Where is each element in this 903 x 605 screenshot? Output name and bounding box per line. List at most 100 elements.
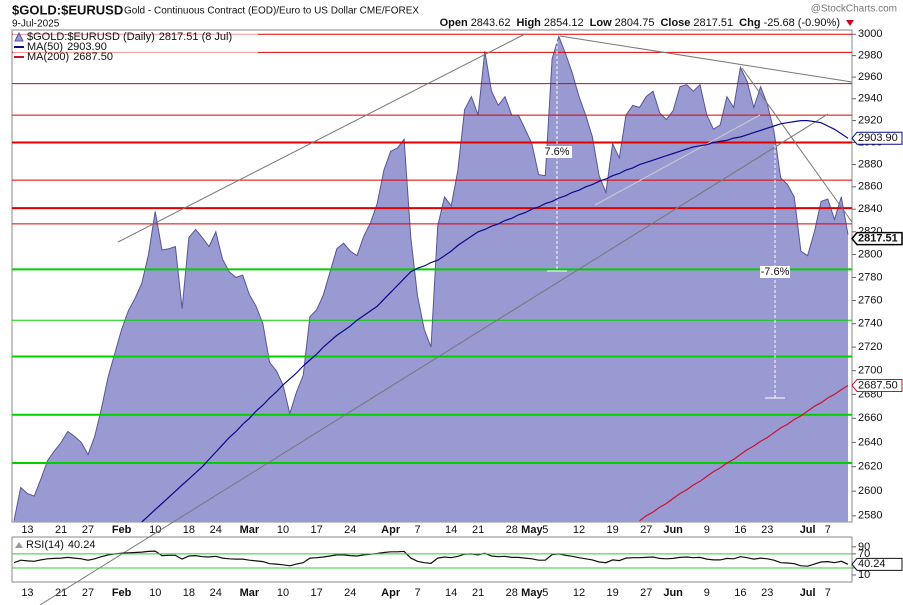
x-tick-label: 14 xyxy=(445,587,457,599)
x-tick-label: 14 xyxy=(445,524,457,536)
legend-value: 2903.90 xyxy=(67,41,107,53)
callout xyxy=(851,378,903,392)
x-tick-label: 7 xyxy=(825,587,831,599)
description: Gold - Continuous Contract (EOD)/Euro to… xyxy=(124,6,419,17)
x-tick-label: Apr xyxy=(381,524,401,536)
y-tick-label: 2660 xyxy=(858,412,882,424)
annotation-bg xyxy=(542,146,572,158)
x-tick-label: 18 xyxy=(183,524,195,536)
x-tick-label: 10 xyxy=(277,524,289,536)
x-tick-label: Feb xyxy=(112,524,132,536)
x-tick-label: 10 xyxy=(277,587,289,599)
x-tick-label: 7 xyxy=(414,587,420,599)
x-tick-label: Jun xyxy=(663,524,683,536)
trend-line xyxy=(117,33,526,243)
y-tick-label: 2860 xyxy=(858,181,882,193)
x-tick-label: May xyxy=(521,524,543,536)
x-tick-label: 10 xyxy=(149,587,161,599)
quote-label: Close xyxy=(660,17,690,29)
legend-box xyxy=(13,31,258,65)
ma-line xyxy=(141,120,849,523)
legend-name: RSI(14) xyxy=(26,539,64,551)
symbol: $GOLD:$EURUSD xyxy=(12,2,123,17)
x-tick-label: Jul xyxy=(800,587,816,599)
y-tick-label: 2880 xyxy=(858,158,882,170)
x-tick-label: 16 xyxy=(734,587,746,599)
legend-swatch xyxy=(14,31,24,42)
y-tick-label: 2580 xyxy=(858,510,882,522)
watermark: @StockCharts.com xyxy=(811,4,897,15)
y-tick-label: 2640 xyxy=(858,436,882,448)
callout-label: 2903.90 xyxy=(858,132,898,144)
x-tick-label: Apr xyxy=(381,587,401,599)
x-tick-label: 24 xyxy=(344,587,356,599)
x-tick-label: 27 xyxy=(82,524,94,536)
quote-value: -25.68 (-0.90%) xyxy=(764,17,840,29)
y-tick-label: 2840 xyxy=(858,203,882,215)
x-tick-label: 9 xyxy=(704,524,710,536)
x-tick-label: May xyxy=(521,587,543,599)
x-tick-label: 27 xyxy=(640,524,652,536)
y-tick-label: 2760 xyxy=(858,294,882,306)
legend-value: 2817.51 (8 Jul) xyxy=(159,31,232,43)
x-tick-label: Mar xyxy=(240,587,260,599)
ma-line xyxy=(639,384,849,522)
x-tick-label: 24 xyxy=(344,524,356,536)
callout-label: 40.24 xyxy=(858,558,886,570)
y-tick-label: 2920 xyxy=(858,114,882,126)
legend-name: MA(200) xyxy=(27,51,69,63)
y-tick-label: 2600 xyxy=(858,485,882,497)
y-tick-label: 2740 xyxy=(858,318,882,330)
date: 9-Jul-2025 xyxy=(12,19,60,30)
quote-label: Chg xyxy=(739,17,760,29)
y2-tick-label: 10 xyxy=(858,569,870,581)
legend-entry: $GOLD:$EURUSD (Daily) 2817.51 (8 Jul) xyxy=(27,31,232,43)
callout-label: 2817.51 xyxy=(858,233,898,245)
x-tick-label: 21 xyxy=(472,587,484,599)
x-tick-label: 17 xyxy=(311,587,323,599)
legend-value: 2687.50 xyxy=(73,51,113,63)
legend-name: MA(50) xyxy=(27,41,63,53)
annotation-bg xyxy=(760,266,790,278)
rsi-line xyxy=(13,550,849,567)
x-tick-label: 23 xyxy=(761,587,773,599)
x-tick-label: 9 xyxy=(704,587,710,599)
y-tick-label: 2620 xyxy=(858,461,882,473)
x-tick-label: 12 xyxy=(573,587,585,599)
x-tick-label: 17 xyxy=(311,524,323,536)
x-tick-label: 13 xyxy=(21,524,33,536)
x-tick-label: 19 xyxy=(606,524,618,536)
x-tick-label: 16 xyxy=(734,524,746,536)
y-tick-label: 2940 xyxy=(858,93,882,105)
trend-line xyxy=(39,113,829,605)
price-area xyxy=(14,36,848,523)
x-tick-label: 12 xyxy=(573,524,585,536)
x-tick-label: 13 xyxy=(21,587,33,599)
y2-tick-label: 90 xyxy=(858,541,870,553)
quote-label: High xyxy=(516,17,541,29)
y-tick-label: 2980 xyxy=(858,50,882,62)
quote-value: 2843.62 xyxy=(471,17,511,29)
y-tick-label: 2700 xyxy=(858,365,882,377)
legend-entry: MA(50) 2903.90 xyxy=(27,41,107,53)
y-tick-label: 2720 xyxy=(858,341,882,353)
trend-line xyxy=(594,114,761,206)
annotation: 7.6% xyxy=(544,146,569,158)
x-tick-label: 21 xyxy=(55,524,67,536)
x-tick-label: Mar xyxy=(240,524,260,536)
x-tick-label: 27 xyxy=(640,587,652,599)
x-tick-label: Jun xyxy=(663,587,683,599)
x-tick-label: 7 xyxy=(414,524,420,536)
y-tick-label: 2800 xyxy=(858,248,882,260)
x-tick-label: 7 xyxy=(825,524,831,536)
quote-label: Open xyxy=(440,17,468,29)
x-tick-label: 23 xyxy=(761,524,773,536)
x-tick-label: 18 xyxy=(183,587,195,599)
quote: Open 2843.62 High 2854.12 Low 2804.75 Close 281… xyxy=(440,17,840,29)
legend-value: 40.24 xyxy=(68,539,96,551)
legend-entry: MA(200) 2687.50 xyxy=(27,51,113,63)
quote-value: 2804.75 xyxy=(615,17,655,29)
x-tick-label: 28 xyxy=(506,524,518,536)
callout xyxy=(851,231,903,246)
x-tick-label: 27 xyxy=(82,587,94,599)
